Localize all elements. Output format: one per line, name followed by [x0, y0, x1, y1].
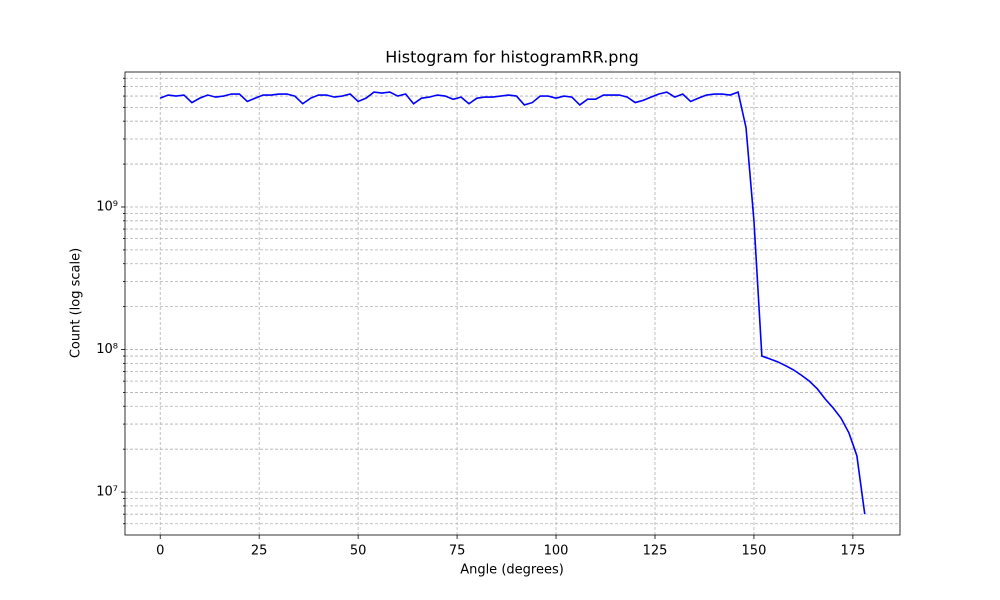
chart-title: Histogram for histogramRR.png — [385, 48, 638, 67]
x-tick-label: 0 — [156, 544, 164, 559]
x-tick-label: 100 — [544, 544, 569, 559]
y-tick-label: 10⁸ — [96, 342, 118, 357]
x-tick-label: 125 — [643, 544, 668, 559]
plot-frame — [124, 71, 901, 536]
y-axis-label: Count (log scale) — [69, 248, 84, 358]
x-tick-label: 25 — [251, 544, 268, 559]
y-tick-label: 10⁹ — [96, 199, 118, 214]
x-tick-label: 75 — [449, 544, 466, 559]
x-tick-label: 50 — [350, 544, 367, 559]
y-tick-label: 10⁷ — [96, 485, 118, 500]
x-tick-label: 150 — [742, 544, 767, 559]
x-axis-label: Angle (degrees) — [460, 563, 564, 578]
x-tick-label: 175 — [840, 544, 865, 559]
data-line — [159, 90, 866, 515]
